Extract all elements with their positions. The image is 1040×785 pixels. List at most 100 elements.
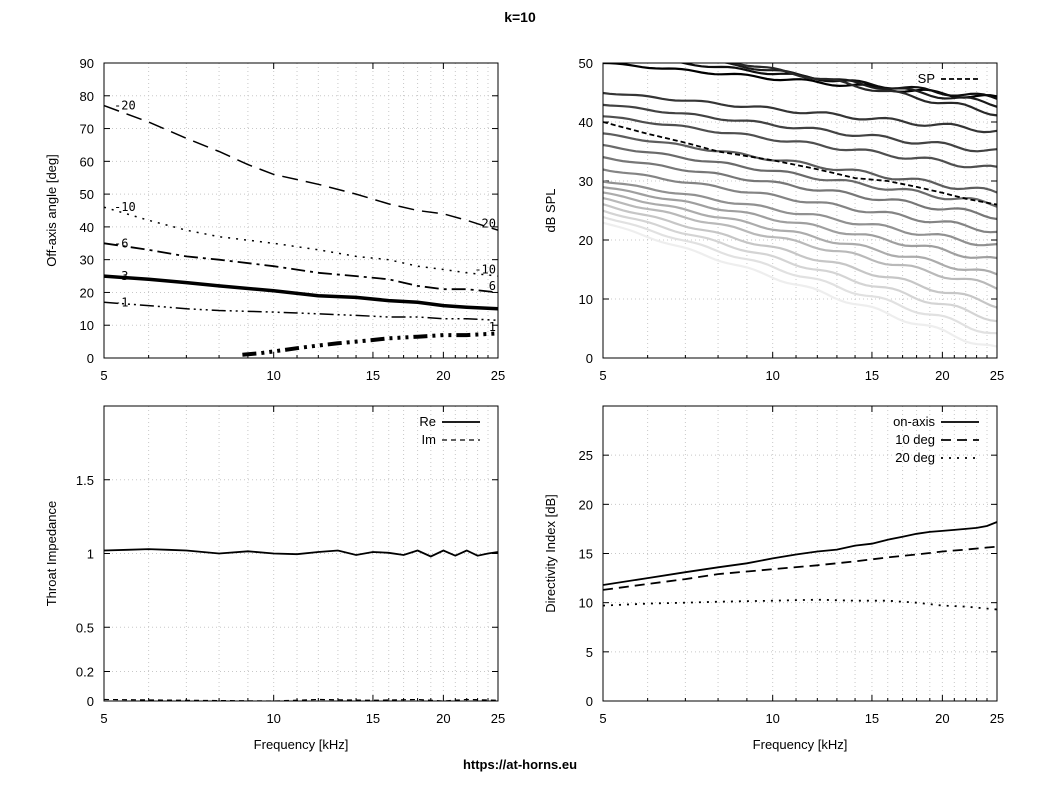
contours-xtick-label: 10 [266, 368, 280, 383]
spl-ytick-label: 10 [579, 292, 593, 307]
contours-series-5 [242, 331, 498, 357]
spl-contour-line [603, 203, 997, 309]
contours-xtick-label: 5 [100, 368, 107, 383]
impedance-ytick-label: 1 [87, 547, 94, 562]
di-ytick-label: 20 [579, 497, 593, 512]
contours-contour-label-left: -1 [114, 295, 128, 309]
contours-series-1 [104, 206, 498, 277]
contours-xtick-label: 15 [366, 368, 380, 383]
contours-series-3 [104, 274, 498, 311]
impedance-xtick-label: 10 [266, 711, 280, 726]
di-ylabel: Directivity Index [dB] [543, 494, 558, 613]
impedance-xlabel: Frequency [kHz] [254, 737, 349, 752]
di-legend-label: on-axis [893, 414, 935, 429]
contours-ytick-label: 10 [80, 318, 94, 333]
contours-contour-label-left: -10 [114, 200, 136, 214]
contours-contour-label-left: -3 [114, 269, 128, 283]
impedance-legend-label: Im [422, 432, 436, 447]
spl-contour-line [603, 215, 997, 335]
spl-xtick-label: 10 [765, 368, 779, 383]
contours-ytick-label: 40 [80, 220, 94, 235]
spl-ytick-label: 50 [579, 56, 593, 71]
contours-ytick-label: 60 [80, 154, 94, 169]
contours-ytick-label: 90 [80, 56, 94, 71]
di-xtick-label: 25 [990, 711, 1004, 726]
contours-contour-label-left: -20 [114, 99, 136, 113]
impedance-ylabel: Throat Impedance [44, 501, 59, 607]
contours-frame [103, 62, 499, 359]
spl-contour-line [603, 180, 997, 247]
di-series-1 [603, 545, 997, 591]
impedance-xtick-label: 15 [366, 711, 380, 726]
spl-contour-line [603, 197, 997, 290]
di-legend-label: 20 deg [895, 450, 935, 465]
impedance-ytick-label: 0.2 [76, 665, 94, 680]
contours-ylabel: Off-axis angle [deg] [44, 154, 59, 267]
contours-chart: 5 10 15 20 25 0 10 20 30 40 50 60 70 80 90 Off-axis ang… [44, 56, 505, 383]
contours-contour-label-left: -6 [114, 236, 128, 250]
contours-contour-label-right: -10 [474, 263, 496, 277]
spl-contour-line [721, 63, 997, 108]
impedance-xtick-label: 20 [436, 711, 450, 726]
contours-ytick-label: 30 [80, 253, 94, 268]
spl-contour-line [603, 132, 997, 194]
di-ytick-label: 25 [579, 448, 593, 463]
contours-ytick-label: 80 [80, 89, 94, 104]
di-legend-label: 10 deg [895, 432, 935, 447]
impedance-frame [103, 405, 499, 702]
spl-contour-line [603, 115, 997, 169]
spl-contour-line [603, 209, 997, 323]
spl-ytick-label: 20 [579, 233, 593, 248]
impedance-legend-label: Re [419, 414, 436, 429]
contours-plot-area [104, 104, 498, 357]
spl-ytick-label: 30 [579, 174, 593, 189]
impedance-series-0 [104, 548, 498, 558]
spl-contour-line [603, 221, 997, 348]
di-xtick-label: 20 [935, 711, 949, 726]
di-series-0 [603, 521, 997, 586]
spl-contour-line [603, 168, 997, 234]
contours-ytick-label: 20 [80, 285, 94, 300]
spl-chart: 5 10 15 20 25 0 10 20 30 40 50 dB SPL SP [543, 56, 1004, 383]
di-ytick-label: 15 [579, 547, 593, 562]
contours-series-0 [104, 104, 498, 231]
di-xlabel: Frequency [kHz] [753, 737, 848, 752]
spl-ytick-label: 40 [579, 115, 593, 130]
spl-contour-line [603, 186, 997, 260]
contours-ytick-label: 70 [80, 122, 94, 137]
contours-series-4 [104, 301, 498, 322]
impedance-ytick-label: 0 [87, 694, 94, 709]
impedance-ytick-label: 0.5 [76, 620, 94, 635]
spl-contour-line [603, 103, 997, 153]
spl-legend-label: SP [918, 71, 935, 86]
spl-contour-line [731, 63, 997, 117]
impedance-plot-area [104, 548, 498, 701]
di-ytick-label: 5 [586, 645, 593, 660]
spl-plot-area [603, 63, 997, 348]
contours-contour-label-right: 6 [489, 279, 496, 293]
spl-xtick-label: 25 [990, 368, 1004, 383]
spl-frame [602, 62, 998, 359]
spl-ytick-label: 0 [586, 351, 593, 366]
contours-xtick-label: 25 [491, 368, 505, 383]
contours-contour-label-right: 1 [489, 320, 496, 334]
contours-series-2 [104, 242, 498, 294]
spl-contour-line [603, 191, 997, 276]
contours-ytick-label: 0 [87, 351, 94, 366]
figure-title: k=10 [504, 9, 536, 25]
di-xtick-label: 15 [865, 711, 879, 726]
impedance-xtick-label: 25 [491, 711, 505, 726]
di-frame [602, 405, 998, 702]
di-series-2 [603, 598, 997, 611]
di-ytick-label: 10 [579, 596, 593, 611]
spl-contour-line [603, 156, 997, 221]
spl-contour-line [603, 143, 997, 208]
contours-contour-label-right: -20 [474, 217, 496, 231]
di-plot-area [603, 521, 997, 611]
spl-xtick-label: 5 [599, 368, 606, 383]
contours-xtick-label: 20 [436, 368, 450, 383]
di-ytick-label: 0 [586, 694, 593, 709]
impedance-xtick-label: 5 [100, 711, 107, 726]
impedance-ytick-label: 1.5 [76, 473, 94, 488]
